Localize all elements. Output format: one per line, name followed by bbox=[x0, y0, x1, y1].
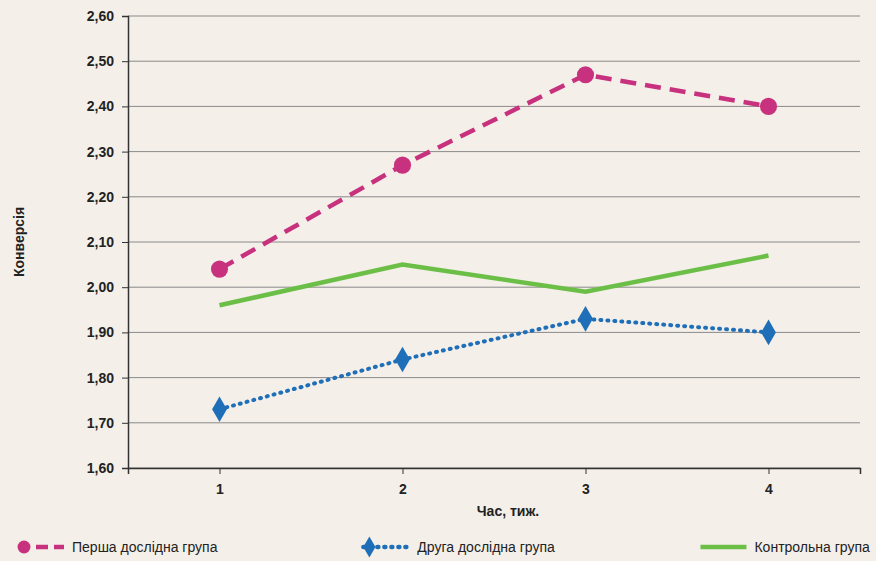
series-line bbox=[220, 256, 769, 306]
x-tick-mark bbox=[220, 468, 221, 474]
legend-item: Контрольна група bbox=[700, 539, 870, 555]
series-marker bbox=[394, 157, 411, 174]
y-tick: 2,00 bbox=[87, 279, 128, 295]
y-tick-mark bbox=[122, 287, 128, 288]
x-tick-label: 4 bbox=[765, 481, 773, 497]
legend-label: Перша дослідна група bbox=[72, 539, 218, 555]
series-marker bbox=[212, 396, 227, 422]
x-tick: 4 bbox=[765, 468, 773, 497]
x-tick-mark bbox=[403, 468, 404, 474]
y-tick: 2,40 bbox=[87, 98, 128, 114]
x-tick-mark bbox=[586, 468, 587, 474]
legend: Перша дослідна група Друга дослідна група… bbox=[18, 536, 870, 557]
grid-line bbox=[128, 422, 860, 423]
y-tick-label: 1,80 bbox=[87, 370, 114, 386]
series-marker bbox=[760, 98, 777, 115]
y-tick: 2,10 bbox=[87, 234, 128, 250]
x-tick: 3 bbox=[582, 468, 590, 497]
grid-line bbox=[128, 377, 860, 378]
y-tick: 1,60 bbox=[87, 460, 128, 476]
x-tick: 1 bbox=[216, 468, 224, 497]
y-axis: 1,60 1,70 1,80 1,90 2,00 2,10 2,20 2,30 2,40 2,50… bbox=[87, 8, 129, 476]
y-tick-label: 2,50 bbox=[87, 53, 114, 69]
y-tick-mark bbox=[122, 378, 128, 379]
x-tick-label: 2 bbox=[399, 481, 407, 497]
y-tick-label: 2,30 bbox=[87, 144, 114, 160]
y-tick-label: 1,60 bbox=[87, 460, 114, 476]
legend-item: Друга дослідна група bbox=[363, 536, 555, 557]
y-tick: 1,80 bbox=[87, 370, 128, 386]
series-marker bbox=[211, 261, 228, 278]
y-tick-mark bbox=[122, 61, 128, 62]
grid-line bbox=[128, 242, 860, 243]
y-tick: 2,30 bbox=[87, 144, 128, 160]
y-tick-label: 2,40 bbox=[87, 98, 114, 114]
y-tick: 2,60 bbox=[87, 8, 128, 24]
y-tick: 1,70 bbox=[87, 415, 128, 431]
series-marker bbox=[761, 320, 776, 346]
x-tick-label: 3 bbox=[582, 481, 590, 497]
y-tick-mark bbox=[122, 332, 128, 333]
y-tick-label: 2,20 bbox=[87, 189, 114, 205]
y-tick-mark bbox=[122, 197, 128, 198]
plot-marks bbox=[211, 66, 777, 422]
y-axis-line bbox=[122, 17, 129, 469]
series-line bbox=[220, 75, 769, 269]
y-tick-label: 2,00 bbox=[87, 279, 114, 295]
legend-label: Контрольна група bbox=[754, 539, 870, 555]
x-axis-title: Час, тиж. bbox=[477, 503, 539, 519]
y-tick-label: 2,10 bbox=[87, 234, 114, 250]
y-tick-label: 1,90 bbox=[87, 324, 114, 340]
series-line bbox=[220, 319, 769, 409]
y-tick: 2,20 bbox=[87, 189, 128, 205]
y-tick-mark bbox=[122, 423, 128, 424]
y-tick-mark bbox=[122, 106, 128, 107]
x-axis-line bbox=[129, 469, 861, 475]
legend-swatch bbox=[700, 545, 746, 550]
y-tick-mark bbox=[122, 242, 128, 243]
y-tick: 2,50 bbox=[87, 53, 128, 69]
y-axis-title: Конверсія bbox=[11, 207, 27, 277]
legend-marker bbox=[18, 541, 31, 554]
x-axis: 1 2 3 4 bbox=[129, 468, 861, 497]
legend-item: Перша дослідна група bbox=[18, 539, 218, 555]
y-tick-mark bbox=[122, 152, 128, 153]
grid-line bbox=[128, 287, 860, 288]
grid-line bbox=[128, 196, 860, 197]
y-tick-mark bbox=[122, 468, 128, 469]
series-marker bbox=[577, 66, 594, 83]
y-tick-label: 1,70 bbox=[87, 415, 114, 431]
legend-marker bbox=[363, 536, 375, 557]
grid-line bbox=[128, 106, 860, 107]
grid-line bbox=[128, 61, 860, 62]
y-tick-label: 2,60 bbox=[87, 8, 114, 24]
grid-line bbox=[128, 151, 860, 152]
x-tick: 2 bbox=[399, 468, 407, 497]
y-tick-mark bbox=[122, 16, 128, 17]
grid-line bbox=[128, 16, 860, 17]
y-tick: 1,90 bbox=[87, 324, 128, 340]
chart: 1,60 1,70 1,80 1,90 2,00 2,10 2,20 2,30 2,40 2,50… bbox=[0, 0, 876, 561]
legend-label: Друга дослідна група bbox=[417, 539, 555, 555]
x-tick-mark bbox=[769, 468, 770, 474]
series-marker bbox=[578, 306, 593, 332]
grid-line bbox=[128, 332, 860, 333]
x-tick-label: 1 bbox=[216, 481, 224, 497]
series-marker bbox=[395, 347, 410, 373]
grid bbox=[128, 16, 860, 468]
